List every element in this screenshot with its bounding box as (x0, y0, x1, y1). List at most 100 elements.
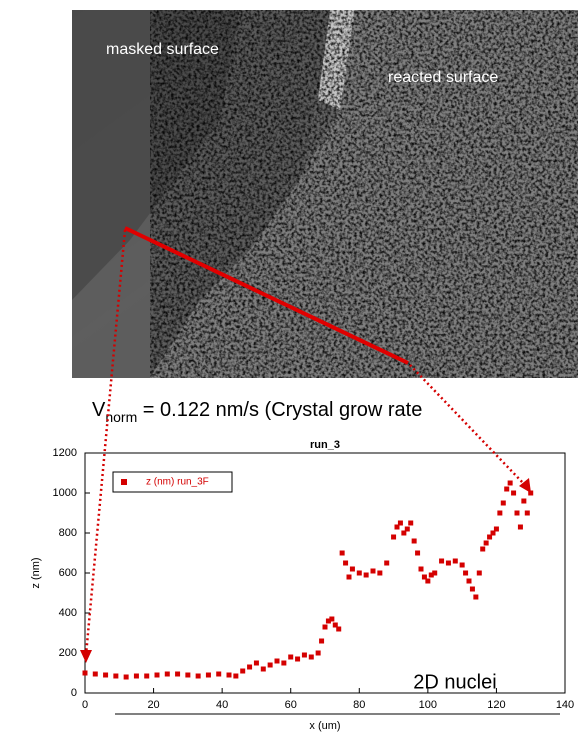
data-point (460, 563, 465, 568)
data-point (185, 673, 190, 678)
legend-label: z (nm) run_3F (146, 477, 209, 488)
data-point (508, 481, 513, 486)
data-point (134, 674, 139, 679)
chart-title: run_3 (310, 439, 340, 451)
x-tick-label: 120 (487, 699, 505, 711)
x-tick-label: 80 (353, 699, 365, 711)
data-point (275, 659, 280, 664)
y-tick-label: 0 (71, 687, 77, 699)
data-point (233, 674, 238, 679)
x-tick-label: 60 (285, 699, 297, 711)
caption-rest: = 0.122 nm/s (Crystal grow rate (137, 399, 422, 421)
data-point (501, 501, 506, 506)
data-point (480, 547, 485, 552)
data-point (216, 672, 221, 677)
data-point (319, 639, 324, 644)
data-point (240, 669, 245, 674)
caption-sub: norm (105, 409, 137, 425)
data-point (446, 561, 451, 566)
y-tick-label: 1000 (53, 487, 77, 499)
data-point (175, 672, 180, 677)
data-point (357, 571, 362, 576)
data-point (384, 561, 389, 566)
data-point (518, 525, 523, 530)
x-tick-label: 20 (147, 699, 159, 711)
data-point (343, 561, 348, 566)
data-point (254, 661, 259, 666)
data-point (497, 511, 502, 516)
x-axis-label: x (um) (309, 720, 340, 732)
y-tick-label: 1200 (53, 447, 77, 459)
data-point (425, 579, 430, 584)
data-point (494, 527, 499, 532)
y-tick-label: 400 (59, 607, 77, 619)
data-point (340, 551, 345, 556)
data-point (473, 595, 478, 600)
data-point (329, 617, 334, 622)
data-point (439, 559, 444, 564)
arrowhead (519, 478, 531, 493)
data-point (281, 661, 286, 666)
arrowhead (80, 650, 92, 663)
data-point (391, 535, 396, 540)
data-point (477, 571, 482, 576)
data-point (316, 651, 321, 656)
data-point (336, 627, 341, 632)
data-point (309, 655, 314, 660)
data-point (511, 491, 516, 496)
data-point (398, 521, 403, 526)
data-point (93, 672, 98, 677)
caption: Vnorm = 0.122 nm/s (Crystal grow rate (92, 399, 422, 424)
data-point (504, 487, 509, 492)
data-point (196, 674, 201, 679)
data-point (347, 575, 352, 580)
data-point (83, 671, 88, 676)
data-point (268, 663, 273, 668)
data-point (247, 665, 252, 670)
data-point (113, 674, 118, 679)
data-point (364, 573, 369, 578)
image-label: masked surface (106, 41, 219, 58)
data-point (470, 587, 475, 592)
chart: run_3x (um)z (nm)02004006008001000120002… (30, 439, 574, 732)
figure: masked surface reacted surface Vnorm = 0… (0, 0, 587, 733)
data-point (323, 625, 328, 630)
data-point (467, 579, 472, 584)
data-point (521, 499, 526, 504)
annotation: 2D nuclei (413, 671, 496, 693)
data-point (350, 567, 355, 572)
data-point (453, 559, 458, 564)
data-point (227, 673, 232, 678)
data-point (288, 655, 293, 660)
x-tick-label: 100 (419, 699, 437, 711)
data-point (155, 673, 160, 678)
data-point (484, 541, 489, 546)
y-tick-label: 600 (59, 567, 77, 579)
y-tick-label: 200 (59, 647, 77, 659)
data-point (419, 567, 424, 572)
image-label: reacted surface (388, 69, 498, 86)
data-point (295, 657, 300, 662)
data-point (432, 571, 437, 576)
data-point (165, 672, 170, 677)
x-tick-label: 140 (556, 699, 574, 711)
data-point (415, 551, 420, 556)
microscope-image: masked surface reacted surface (72, 10, 578, 378)
data-point (515, 511, 520, 516)
data-point (124, 675, 129, 680)
caption-main: V (92, 399, 106, 421)
x-tick-label: 40 (216, 699, 228, 711)
y-axis-label: z (nm) (30, 557, 42, 588)
legend-marker (121, 479, 127, 485)
connector (410, 365, 524, 484)
data-point (261, 667, 266, 672)
data-point (463, 571, 468, 576)
data-point (525, 511, 530, 516)
data-point (412, 539, 417, 544)
data-point (302, 653, 307, 658)
data-point (377, 571, 382, 576)
x-tick-label: 0 (82, 699, 88, 711)
data-point (144, 674, 149, 679)
data-point (371, 569, 376, 574)
data-point (103, 673, 108, 678)
